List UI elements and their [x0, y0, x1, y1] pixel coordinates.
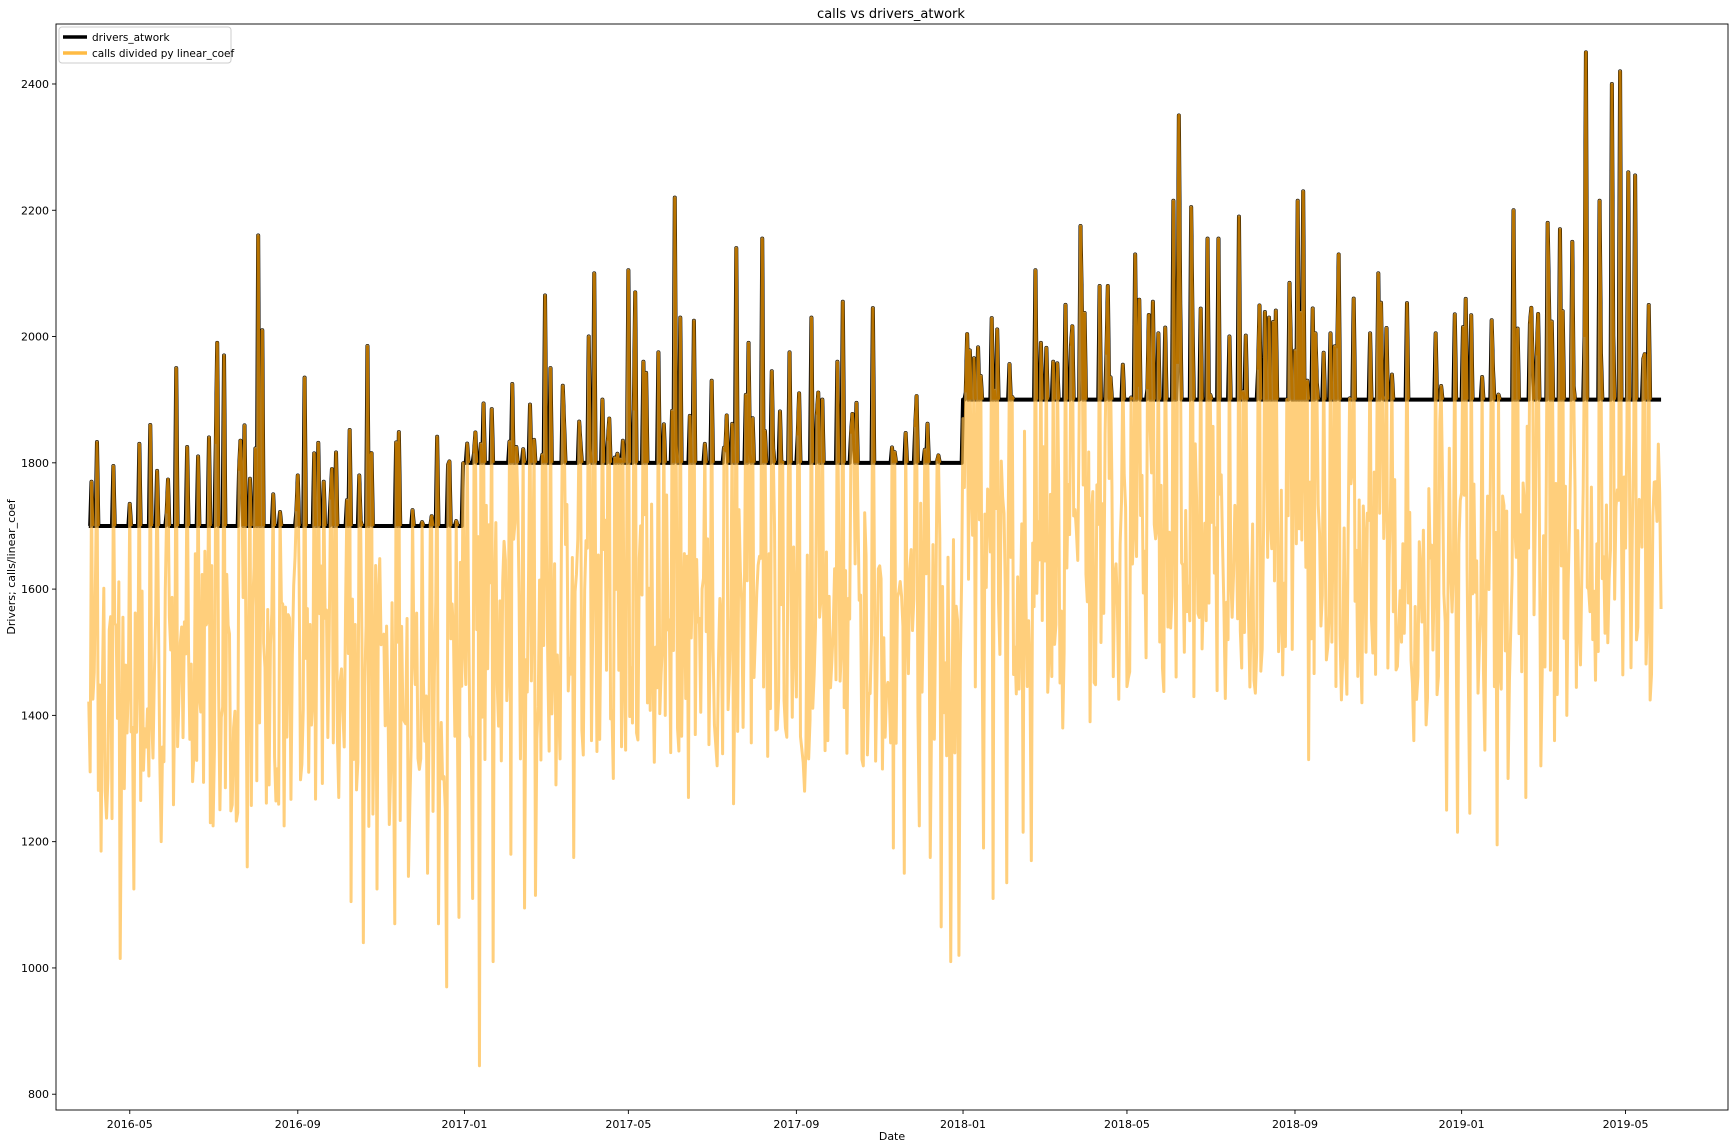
x-axis-ticks: 2016-05 2016-09 2017-01 2017-05 2017-09 2018-… [107, 1110, 1649, 1131]
y-axis-ticks: 800 1000 1200 1400 1600 1800 2000 2200 2400 [21, 78, 56, 1101]
plot-area [87, 50, 1663, 1068]
x-tick-label: 2017-05 [605, 1118, 651, 1131]
legend-box [58, 26, 232, 64]
y-tick-label: 1600 [21, 583, 49, 596]
series-overlap-calls-drivers [90, 50, 1652, 527]
legend-label-calls: calls divided py linear_coef [92, 48, 235, 60]
x-tick-label: 2019-05 [1603, 1118, 1649, 1131]
x-tick-label: 2016-09 [275, 1118, 321, 1131]
y-axis-label: Drivers; calls/linear_coef [5, 498, 18, 634]
y-tick-label: 800 [28, 1088, 49, 1101]
y-tick-label: 2400 [21, 78, 49, 91]
x-axis-label: Date [879, 1130, 906, 1143]
y-tick-label: 1800 [21, 457, 49, 470]
x-tick-label: 2018-01 [940, 1118, 986, 1131]
legend-label-drivers: drivers_atwork [92, 32, 170, 44]
x-tick-label: 2017-09 [773, 1118, 819, 1131]
legend: drivers_atwork calls divided py linear_c… [58, 26, 235, 64]
x-tick-label: 2018-05 [1104, 1118, 1150, 1131]
chart-title: calls vs drivers_atwork [817, 7, 965, 22]
x-tick-label: 2017-01 [441, 1118, 487, 1131]
series-layer [87, 50, 1663, 1068]
y-tick-label: 1000 [21, 962, 49, 975]
x-tick-label: 2016-05 [107, 1118, 153, 1131]
plot-frame [55, 23, 1729, 1111]
y-tick-label: 2200 [21, 204, 49, 217]
y-tick-label: 1200 [21, 836, 49, 849]
x-tick-label: 2019-01 [1439, 1118, 1485, 1131]
y-tick-label: 1400 [21, 709, 49, 722]
series-line-calls [87, 50, 1663, 1068]
y-tick-label: 2000 [21, 331, 49, 344]
x-tick-label: 2018-09 [1272, 1118, 1318, 1131]
